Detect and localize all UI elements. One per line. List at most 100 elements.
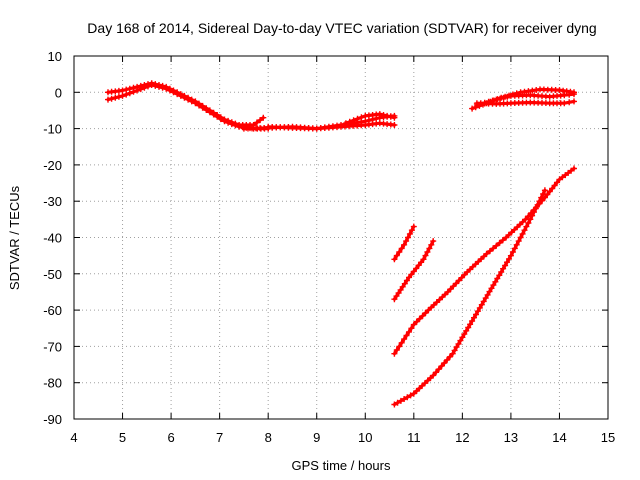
data-point [461,331,468,338]
data-point [469,318,476,324]
data-point [511,245,518,252]
grid-lines [74,56,608,419]
chart-title: Day 168 of 2014, Sidereal Day-to-day VTE… [87,20,596,36]
data-point [441,360,448,366]
data-point [399,283,406,290]
series-arc-7 [473,91,577,108]
data-point [474,308,481,315]
data-point [413,318,420,325]
data-point [453,344,460,351]
data-point [393,252,400,259]
data-point [500,265,507,272]
data-point [523,223,530,230]
data-point [148,80,155,87]
series-arc-8 [473,98,577,107]
data-point [566,99,573,106]
data-point [561,100,568,107]
data-point [203,105,210,112]
data-point [403,277,410,284]
data-point [444,356,451,363]
data-point [473,311,479,318]
data-point [534,201,541,208]
data-point [538,194,545,201]
data-point [391,296,398,303]
data-point [210,109,217,116]
data-point [410,321,417,328]
data-point [354,115,361,122]
data-point [532,205,539,212]
data-point [536,198,543,205]
data-point [407,392,414,399]
data-point [391,256,398,263]
series-arc-12 [391,187,548,408]
data-point [384,112,391,119]
data-point [471,314,477,321]
data-point [253,119,260,126]
data-point [571,165,577,172]
data-point [257,117,264,124]
data-point [115,93,122,100]
data-point [401,280,408,287]
x-tick-label: 12 [455,430,469,445]
y-tick-label: -60 [43,303,62,318]
data-point [529,212,536,219]
data-point [506,255,512,262]
data-point [419,312,426,319]
data-point [406,328,412,335]
data-point [455,277,462,284]
y-axis-label: SDTVAR / TECUs [7,185,22,290]
data-point [398,339,405,346]
data-point [499,237,506,244]
data-point [396,343,403,350]
data-point [424,249,431,255]
series-arc-9 [391,223,417,263]
data-point [413,265,420,272]
data-point [449,350,456,357]
x-tick-label: 5 [119,430,126,445]
data-point [433,369,439,376]
data-point [221,116,228,123]
data-point [527,216,534,223]
x-tick-label: 9 [313,430,320,445]
data-point [188,96,195,103]
data-point [137,82,144,89]
data-point [496,272,503,279]
data-point [428,241,435,248]
data-point [507,252,514,259]
data-point [446,353,453,360]
data-point [502,262,509,269]
data-point [492,278,499,285]
data-point [480,298,487,305]
data-point [192,98,199,105]
y-tick-label: -30 [43,194,62,209]
y-tick-label: -10 [43,122,62,137]
data-point [420,256,427,263]
data-point [488,285,495,292]
data-point [450,283,457,290]
data-point [484,291,491,298]
data-point [509,249,516,255]
data-point [451,347,458,354]
data-point [422,310,429,316]
data-point [403,238,410,245]
data-point [163,83,170,90]
x-tick-labels: 4 5 6 7 8 9 10 11 12 13 14 15 [70,430,615,445]
data-point [403,332,410,339]
data-point [112,94,119,101]
data-point [145,81,151,88]
data-point [465,324,472,331]
data-point [130,84,137,91]
x-tick-label: 8 [265,430,272,445]
data-point [401,241,408,248]
data-point [476,304,483,311]
data-point [404,394,411,401]
data-point [376,111,383,118]
data-point [513,241,520,248]
data-point [490,245,497,252]
data-point [391,401,398,408]
data-point [455,340,462,347]
data-point [398,245,405,252]
y-tick-label: -70 [43,339,62,354]
data-point [134,83,141,90]
